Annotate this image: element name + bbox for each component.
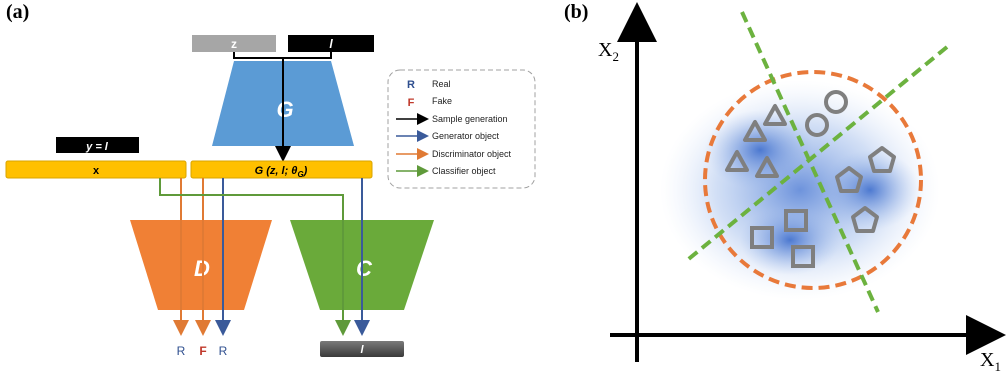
panel-a-label: (a): [6, 1, 29, 23]
classifier-label: C: [356, 256, 373, 281]
pentagon-shape: [835, 166, 863, 193]
generator-label: G: [276, 97, 293, 122]
triangle-shape: [743, 120, 767, 142]
triangle-shape: [763, 104, 787, 126]
triangle-shape: [755, 156, 779, 178]
legend-real-key: R: [407, 79, 415, 91]
l-input-label: l: [329, 37, 333, 51]
generated-sample-label: G (z, l; θG): [255, 165, 308, 179]
circle-shape: [805, 113, 829, 137]
split-line-1: [740, 11, 880, 313]
cloud-cluster-3: [740, 205, 840, 275]
real-x-label: x: [93, 165, 100, 177]
pentagon-shape: [851, 206, 879, 233]
square-shape: [784, 209, 808, 232]
real-x-bar: [5, 160, 187, 179]
output-real-2: R: [219, 344, 228, 358]
input-bracket: [233, 52, 332, 59]
class-output-label: l: [360, 344, 364, 356]
class-output-box: [320, 341, 404, 357]
legend-fake-label: Fake: [432, 96, 452, 106]
legend-discriminator-label: Discriminator object: [432, 149, 512, 159]
z-input-label: z: [231, 37, 237, 51]
split-line-2: [683, 45, 949, 264]
boundary-circle: [703, 70, 923, 290]
legend-real-label: Real: [432, 79, 451, 89]
y-label-text: y = l: [85, 141, 109, 153]
output-real-1: R: [177, 344, 186, 358]
classifier-objective-arrow: [159, 178, 351, 336]
l-input-box: [288, 35, 374, 52]
y-axis-label: X2: [598, 39, 619, 64]
legend-fake-key: F: [408, 97, 415, 109]
circle-shape: [824, 90, 848, 114]
square-shape: [791, 245, 815, 268]
output-fake: F: [199, 344, 206, 358]
z-input-box: [192, 35, 276, 52]
legend-sample-label: Sample generation: [432, 114, 508, 124]
legend-classifier-label: Classifier object: [432, 166, 496, 176]
pentagon-shape: [868, 146, 896, 173]
square-shape: [750, 226, 774, 249]
x-axis-label: X1: [980, 349, 1001, 374]
generated-sample-bar: [190, 160, 373, 179]
y-label-box: [56, 137, 139, 153]
legend-generator-label: Generator object: [432, 131, 500, 141]
triangle-shape: [725, 150, 749, 172]
discriminator-network: [130, 220, 272, 310]
panel-b-label: (b): [564, 1, 588, 23]
